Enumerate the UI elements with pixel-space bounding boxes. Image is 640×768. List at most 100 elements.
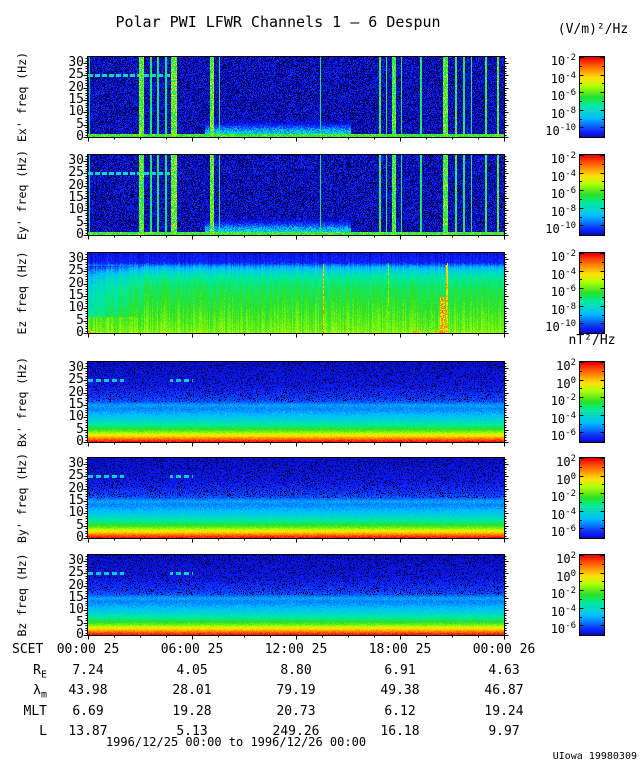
colorbar-panel-4 [579,361,605,443]
y-tick-label: 30 [68,153,84,169]
x-tick-label: 06:00 25 [160,642,224,657]
y-tick-label: 15 [68,590,84,606]
y-tick-label: 30 [68,553,84,569]
ephemeris-value: 6.69 [72,704,104,719]
ephemeris-value: 5.13 [176,724,208,739]
y-tick-label: 15 [68,493,84,509]
ephemeris-value: 6.91 [384,663,416,678]
colorbar-tick-label: 10-2 [550,393,576,409]
ephemeris-value: 19.28 [172,704,212,719]
y-tick-label: 25 [68,263,84,279]
y-tick-label: 20 [68,577,84,593]
y-tick-label: 5 [76,214,84,230]
colorbar-tick-label: 10-4 [550,603,576,619]
y-tick-label: 30 [68,360,84,376]
colorbar-panel-6 [579,554,605,636]
plot-title: Polar PWI LFWR Channels 1 — 6 Despun [115,13,441,31]
y-tick-label: 20 [68,480,84,496]
ephemeris-row-label-mlt: MLT [23,704,47,719]
y-axis-label-panel-4: Bx' freq (Hz) [15,356,29,448]
ephemeris-value: 4.63 [488,663,520,678]
y-tick-label: 5 [76,517,84,533]
y-tick-label: 25 [68,165,84,181]
colorbar-tick-label: 102 [556,454,576,469]
colorbar-panel-2 [579,154,605,236]
y-axis-label-panel-6: Bz freq (Hz) [15,553,29,637]
y-tick-label: 10 [68,104,84,120]
colorbar-tick-label: 10-6 [550,524,576,540]
y-tick-label: 15 [68,397,84,413]
ephemeris-row-label-l: L [39,724,47,739]
ephemeris-value: 249.26 [272,724,320,739]
e-colorbar-unit-label: (V/m)²/Hz [557,22,629,37]
ephemeris-value: 6.12 [384,704,416,719]
y-tick-label: 10 [68,202,84,218]
colorbar-tick-label: 10-4 [550,506,576,522]
y-tick-label: 5 [76,421,84,437]
y-tick-label: 0 [76,434,84,449]
y-tick-label: 15 [68,190,84,206]
colorbar-panel-5 [579,457,605,539]
credit-stamp: UIowa 19980309 [552,751,637,762]
ephemeris-row-label-r: RE [33,663,47,681]
y-tick-label: 20 [68,275,84,291]
y-tick-label: 30 [68,456,84,472]
y-tick-label: 5 [76,614,84,630]
y-axis-label-panel-3: Ez freq (Hz) [15,251,29,335]
colorbar-tick-label: 10-8 [550,105,576,121]
colorbar-tick-label: 100 [556,568,576,584]
y-tick-label: 15 [68,92,84,108]
ephemeris-value: 19.24 [484,704,524,719]
ephemeris-value: 4.05 [176,663,208,678]
colorbar-tick-label: 10-4 [550,70,576,86]
colorbar-panel-3 [579,252,605,334]
ephemeris-value: 7.24 [72,663,104,678]
y-tick-label: 25 [68,468,84,484]
ephemeris-value: 8.80 [280,663,312,678]
colorbar-tick-label: 10-10 [545,123,576,139]
y-tick-label: 20 [68,384,84,400]
y-tick-label: 0 [76,129,84,144]
spectrogram-panel-6 [82,553,510,642]
y-tick-label: 0 [76,627,84,642]
y-tick-label: 20 [68,79,84,95]
ephemeris-value: 49.38 [380,683,420,698]
y-tick-label: 20 [68,177,84,193]
y-tick-label: 10 [68,300,84,316]
colorbar-tick-label: 100 [556,375,576,391]
y-tick-label: 10 [68,505,84,521]
colorbar-tick-label: 102 [556,358,576,373]
y-tick-label: 0 [76,325,84,340]
y-tick-label: 30 [68,55,84,71]
y-tick-label: 25 [68,67,84,83]
colorbar-tick-label: 100 [556,471,576,487]
ephemeris-value: 79.19 [276,683,316,698]
y-tick-label: 25 [68,372,84,388]
y-tick-label: 30 [68,251,84,267]
colorbar-tick-label: 10-2 [550,586,576,602]
y-tick-label: 0 [76,227,84,242]
colorbar-tick-label: 10-2 [550,53,576,68]
y-axis-label-panel-5: By' freq (Hz) [15,452,29,544]
ephemeris-value: 20.73 [276,704,316,719]
colorbar-tick-label: 10-2 [550,249,576,264]
ephemeris-row-label-λ: λm [33,683,47,701]
colorbar-tick-label: 10-6 [550,88,576,104]
ephemeris-value: 46.87 [484,683,524,698]
colorbar-tick-label: 10-4 [550,168,576,184]
colorbar-tick-label: 10-6 [550,621,576,637]
colorbar-tick-label: 10-8 [550,203,576,219]
spectrogram-panel-3 [82,251,510,340]
x-tick-label: 00:00 25 [56,642,120,657]
y-tick-label: 5 [76,116,84,132]
colorbar-panel-1 [579,56,605,138]
colorbar-tick-label: 10-6 [550,284,576,300]
colorbar-tick-label: 10-6 [550,428,576,444]
colorbar-tick-label: 102 [556,551,576,566]
b-colorbar-unit-label: nT²/Hz [568,333,616,348]
y-axis-label-panel-2: Ey' freq (Hz) [15,149,29,241]
y-tick-label: 10 [68,409,84,425]
ephemeris-value: 28.01 [172,683,212,698]
colorbar-tick-label: 10-10 [545,319,576,335]
